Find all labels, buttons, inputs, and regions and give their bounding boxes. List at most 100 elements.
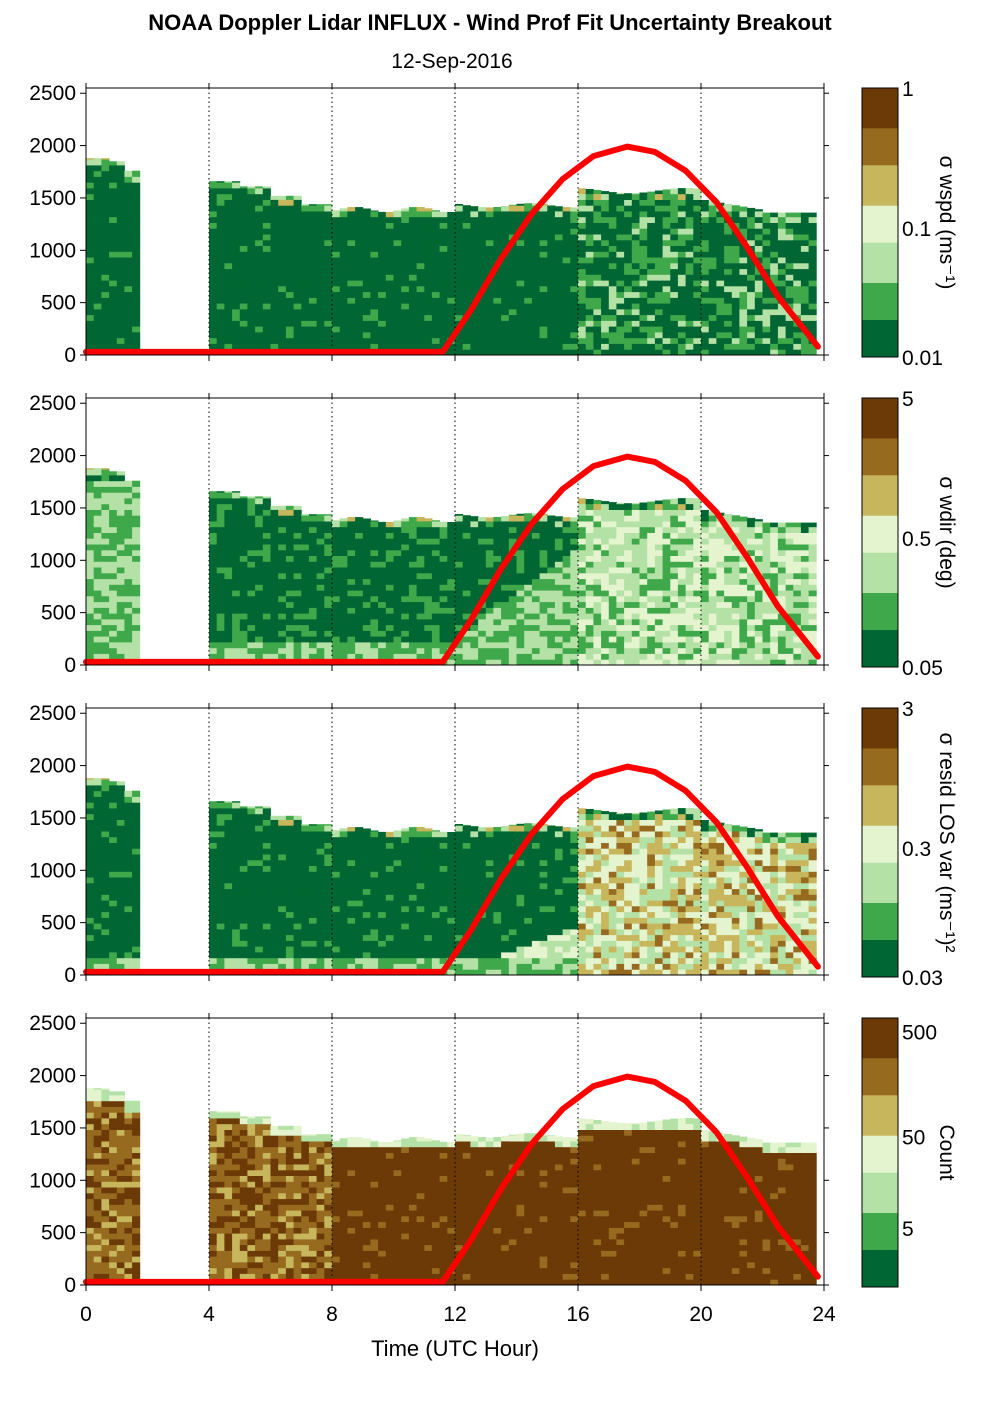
heatmap-cell	[647, 584, 656, 591]
heatmap-cell	[308, 624, 317, 631]
heatmap-cell	[116, 297, 125, 304]
heatmap-cell	[724, 642, 733, 649]
heatmap-cell	[793, 647, 802, 654]
heatmap-cell	[616, 630, 625, 637]
heatmap-cell	[593, 521, 602, 528]
heatmap-cell	[800, 561, 809, 568]
heatmap-cell	[431, 291, 440, 298]
heatmap-cell	[355, 326, 364, 333]
heatmap-cell	[455, 561, 464, 568]
heatmap-cell	[431, 607, 440, 614]
heatmap-cell	[785, 337, 794, 344]
heatmap-cell	[132, 584, 141, 591]
heatmap-cell	[800, 618, 809, 626]
heatmap-cell	[370, 607, 379, 614]
heatmap-cell	[585, 337, 594, 344]
heatmap-cell	[562, 349, 571, 356]
heatmap-cell	[631, 584, 640, 591]
heatmap-cell	[124, 234, 133, 241]
heatmap-cell	[370, 538, 379, 545]
heatmap-cell	[485, 532, 494, 539]
heatmap-cell	[754, 297, 763, 304]
heatmap-cell	[677, 205, 686, 212]
heatmap-cell	[747, 207, 756, 212]
heatmap-cell	[593, 274, 602, 281]
heatmap-cell	[270, 595, 279, 603]
heatmap-cell	[285, 222, 294, 229]
heatmap-cell	[247, 653, 256, 660]
heatmap-cell	[677, 607, 686, 614]
heatmap-cell	[708, 521, 717, 528]
heatmap-cell	[124, 578, 133, 585]
heatmap-cell	[693, 572, 702, 580]
heatmap-cell	[439, 308, 448, 316]
heatmap-cell	[670, 262, 679, 270]
heatmap-cell	[285, 515, 294, 522]
heatmap-cell	[355, 526, 364, 533]
heatmap-cell	[247, 280, 256, 287]
heatmap-cell	[232, 308, 241, 316]
heatmap-cell	[747, 234, 756, 241]
heatmap-cell	[431, 521, 440, 528]
heatmap-cell	[624, 555, 633, 562]
heatmap-cell	[724, 636, 733, 643]
heatmap-cell	[232, 503, 241, 510]
heatmap-cell	[239, 291, 248, 298]
heatmap-cell	[708, 257, 717, 264]
heatmap-cell	[455, 549, 464, 556]
heatmap-cell	[324, 538, 333, 545]
heatmap-cell	[293, 567, 302, 574]
heatmap-cell	[455, 245, 464, 252]
heatmap-cell	[86, 337, 95, 344]
heatmap-cell	[501, 239, 510, 246]
heatmap-cell	[262, 274, 271, 281]
heatmap-cell	[531, 572, 540, 580]
heatmap-cell	[93, 222, 102, 229]
heatmap-cell	[247, 343, 256, 350]
heatmap-cell	[224, 193, 233, 200]
heatmap-cell	[539, 647, 548, 654]
heatmap-cell	[493, 578, 502, 585]
heatmap-cell	[362, 526, 371, 533]
heatmap-cell	[639, 280, 648, 287]
heatmap-cell	[116, 182, 125, 189]
heatmap-cell	[209, 618, 218, 626]
heatmap-cell	[793, 653, 802, 660]
heatmap-cell	[616, 297, 625, 304]
heatmap-cell	[462, 257, 471, 264]
heatmap-cell	[255, 285, 264, 293]
heatmap-cell	[547, 211, 556, 218]
heatmap-cell	[470, 291, 479, 298]
heatmap-cell	[724, 514, 733, 516]
heatmap-cell	[132, 343, 141, 350]
heatmap-cell	[654, 521, 663, 528]
heatmap-cell	[424, 211, 433, 218]
heatmap-cell	[608, 636, 617, 643]
heatmap-cell	[777, 613, 786, 620]
heatmap-cell	[547, 624, 556, 631]
heatmap-cell	[624, 601, 633, 608]
heatmap-cell	[501, 584, 510, 591]
heatmap-cell	[608, 257, 617, 264]
heatmap-cell	[708, 618, 717, 626]
heatmap-cell	[631, 532, 640, 539]
heatmap-cell	[232, 326, 241, 333]
colorbar-segment	[862, 414, 898, 419]
heatmap-cell	[109, 572, 118, 580]
heatmap-cell	[439, 647, 448, 654]
heatmap-cell	[731, 647, 740, 654]
heatmap-cell	[216, 601, 225, 608]
heatmap-cell	[754, 257, 763, 264]
colorbar-segment	[862, 525, 898, 530]
heatmap-cell	[431, 274, 440, 281]
heatmap-cell	[654, 349, 663, 356]
heatmap-cell	[255, 538, 264, 545]
heatmap-cell	[539, 268, 548, 275]
heatmap-cell	[570, 216, 579, 223]
heatmap-cell	[101, 326, 110, 333]
heatmap-cell	[355, 234, 364, 241]
heatmap-cell	[308, 578, 317, 585]
heatmap-cell	[578, 642, 587, 649]
heatmap-cell	[793, 561, 802, 568]
heatmap-cell	[800, 262, 809, 270]
